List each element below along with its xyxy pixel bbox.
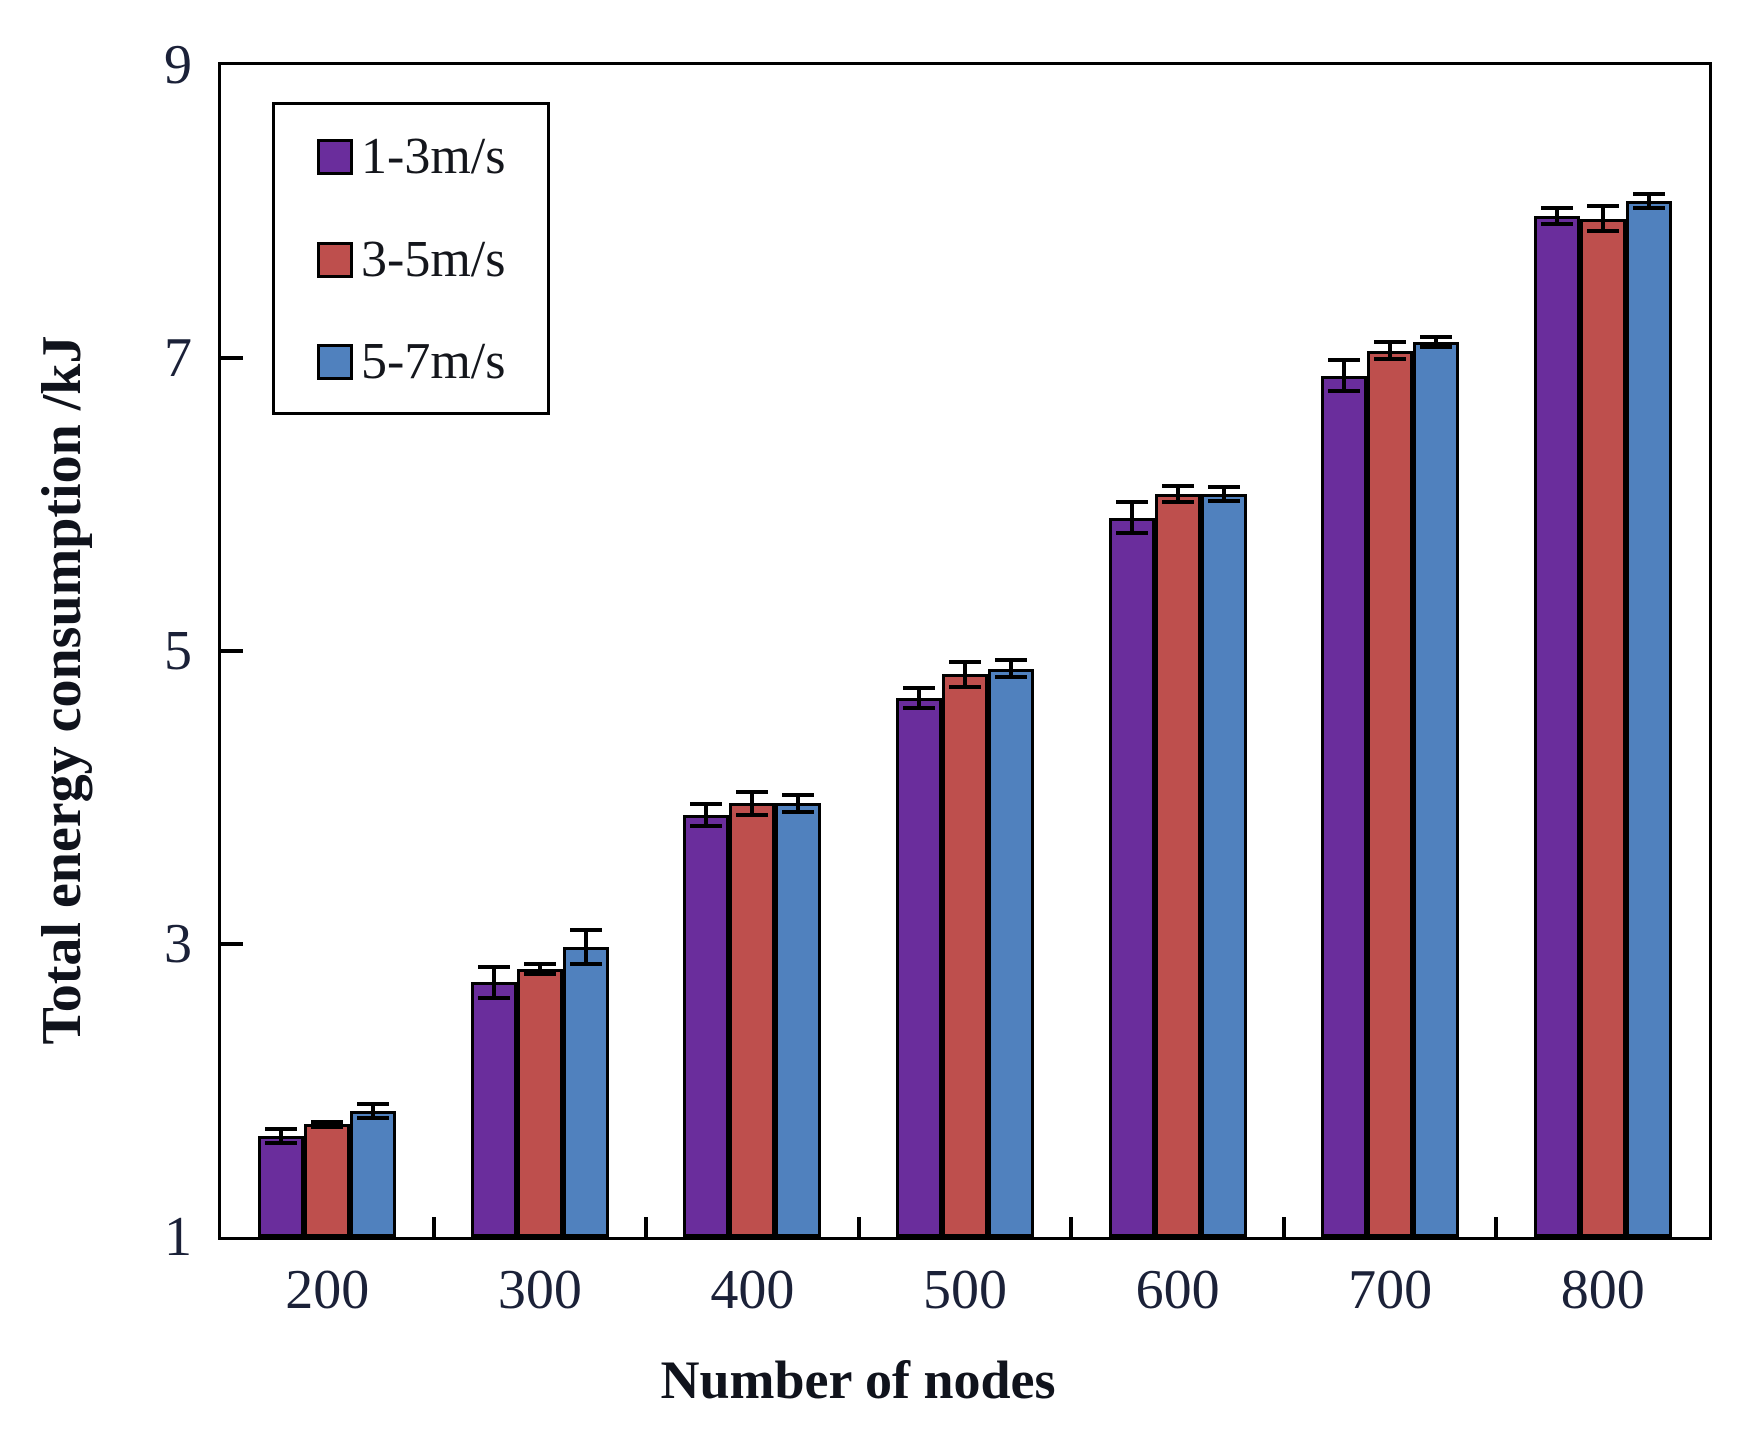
error-bar-3-5m/s-800 <box>1586 204 1619 234</box>
y-tick-label-3: 3 <box>164 913 192 975</box>
x-tick-mark <box>1494 1217 1499 1237</box>
error-bar-3-5m/s-600 <box>1161 483 1194 505</box>
x-axis-title: Number of nodes <box>660 1350 1056 1410</box>
legend-item: 1-3m/s <box>317 131 539 183</box>
error-bar-1-3m/s-700 <box>1328 358 1361 394</box>
error-bar-stem <box>963 663 967 686</box>
bar-3-5m/s-700 <box>1367 350 1414 1237</box>
legend-label: 3-5m/s <box>361 230 506 288</box>
x-tick-mark <box>644 1217 649 1237</box>
error-bar-5-7m/s-800 <box>1632 192 1665 211</box>
y-tick-label-7: 7 <box>164 327 192 389</box>
bar-1-3m/s-800 <box>1533 215 1580 1237</box>
error-bar-3-5m/s-300 <box>523 961 556 977</box>
error-bar-stem <box>1342 362 1347 390</box>
legend-label: 5-7m/s <box>361 333 506 390</box>
bar-3-5m/s-500 <box>942 674 988 1237</box>
bar-5-7m/s-700 <box>1413 341 1460 1237</box>
bar-5-7m/s-400 <box>775 803 822 1237</box>
error-bar-3-5m/s-200 <box>311 1119 344 1129</box>
bar-3-5m/s-200 <box>304 1124 351 1237</box>
bar-1-3m/s-300 <box>470 982 517 1237</box>
error-bar-stem <box>1175 487 1180 501</box>
x-tick-label-400: 400 <box>710 1259 795 1321</box>
bar-3-5m/s-300 <box>516 968 563 1237</box>
error-bar-1-3m/s-800 <box>1540 205 1573 227</box>
bar-1-3m/s-400 <box>683 815 730 1237</box>
error-bar-stem <box>325 1123 330 1125</box>
bar-1-3m/s-200 <box>258 1135 305 1237</box>
bar-5-7m/s-500 <box>988 668 1034 1237</box>
error-bar-stem <box>371 1106 376 1116</box>
error-bar-3-5m/s-700 <box>1374 340 1407 361</box>
bars-layer <box>221 65 1709 1237</box>
error-bar-5-7m/s-500 <box>995 658 1027 679</box>
y-tick-label-1: 1 <box>164 1206 192 1268</box>
y-tick-mark <box>221 942 243 946</box>
bar-3-5m/s-400 <box>729 803 776 1237</box>
legend-swatch-series-2 <box>317 344 353 380</box>
error-bar-stem <box>1434 338 1439 346</box>
error-bar-stem <box>917 690 921 706</box>
error-bar-stem <box>750 794 755 813</box>
error-bar-1-3m/s-200 <box>265 1127 298 1145</box>
error-bar-stem <box>491 968 496 996</box>
error-bar-1-3m/s-600 <box>1115 500 1148 536</box>
error-bar-3-5m/s-500 <box>949 659 981 690</box>
error-bar-5-7m/s-600 <box>1207 485 1240 504</box>
legend: 1-3m/s 3-5m/s 5-7m/s <box>272 102 550 415</box>
legend-item: 3-5m/s <box>317 230 539 288</box>
error-bar-1-3m/s-300 <box>477 964 510 1000</box>
error-bar-5-7m/s-700 <box>1420 334 1453 350</box>
error-bar-stem <box>537 965 542 973</box>
bar-1-3m/s-600 <box>1108 517 1155 1237</box>
bar-1-3m/s-500 <box>896 697 942 1237</box>
error-bar-stem <box>1221 489 1226 500</box>
bar-5-7m/s-300 <box>562 946 609 1237</box>
x-tick-mark <box>856 1217 861 1237</box>
error-bar-5-7m/s-300 <box>569 927 602 966</box>
legend-swatch-series-0 <box>317 139 353 175</box>
x-tick-label-300: 300 <box>497 1259 582 1321</box>
error-bar-stem <box>796 797 801 810</box>
error-bar-stem <box>583 931 588 962</box>
y-tick-mark <box>221 649 243 653</box>
error-bar-stem <box>1600 208 1605 230</box>
y-tick-label-5: 5 <box>164 620 192 682</box>
error-bar-stem <box>704 805 709 825</box>
x-tick-label-200: 200 <box>285 1259 370 1321</box>
error-bar-stem <box>279 1131 284 1141</box>
error-bar-5-7m/s-400 <box>782 793 815 814</box>
error-bar-3-5m/s-400 <box>736 790 769 817</box>
error-bar-stem <box>1388 344 1393 357</box>
error-bar-5-7m/s-200 <box>357 1102 390 1120</box>
legend-item: 5-7m/s <box>317 336 539 388</box>
bar-3-5m/s-800 <box>1579 218 1626 1237</box>
error-bar-1-3m/s-400 <box>690 801 723 829</box>
legend-label: 1-3m/s <box>361 128 506 185</box>
error-bar-stem <box>1646 196 1651 207</box>
x-tick-label-800: 800 <box>1560 1259 1645 1321</box>
y-axis-title: Total energy consumption /kJ <box>31 335 93 1045</box>
y-tick-label-9: 9 <box>164 34 192 96</box>
error-bar-stem <box>1009 662 1013 675</box>
x-tick-label-700: 700 <box>1348 1259 1433 1321</box>
legend-swatch-series-1 <box>317 241 353 278</box>
bar-5-7m/s-200 <box>350 1111 397 1237</box>
x-tick-label-600: 600 <box>1135 1259 1220 1321</box>
error-bar-stem <box>1554 209 1559 223</box>
bar-5-7m/s-600 <box>1200 494 1247 1237</box>
plot-area <box>218 62 1712 1240</box>
y-tick-mark <box>221 356 243 360</box>
x-tick-mark <box>431 1217 436 1237</box>
bar-3-5m/s-600 <box>1154 494 1201 1237</box>
error-bar-1-3m/s-500 <box>903 686 935 710</box>
bar-1-3m/s-700 <box>1321 375 1368 1237</box>
bar-5-7m/s-800 <box>1625 201 1672 1237</box>
x-tick-mark <box>1281 1217 1286 1237</box>
x-tick-label-500: 500 <box>923 1259 1007 1321</box>
x-tick-mark <box>1069 1217 1074 1237</box>
error-bar-stem <box>1129 504 1134 532</box>
